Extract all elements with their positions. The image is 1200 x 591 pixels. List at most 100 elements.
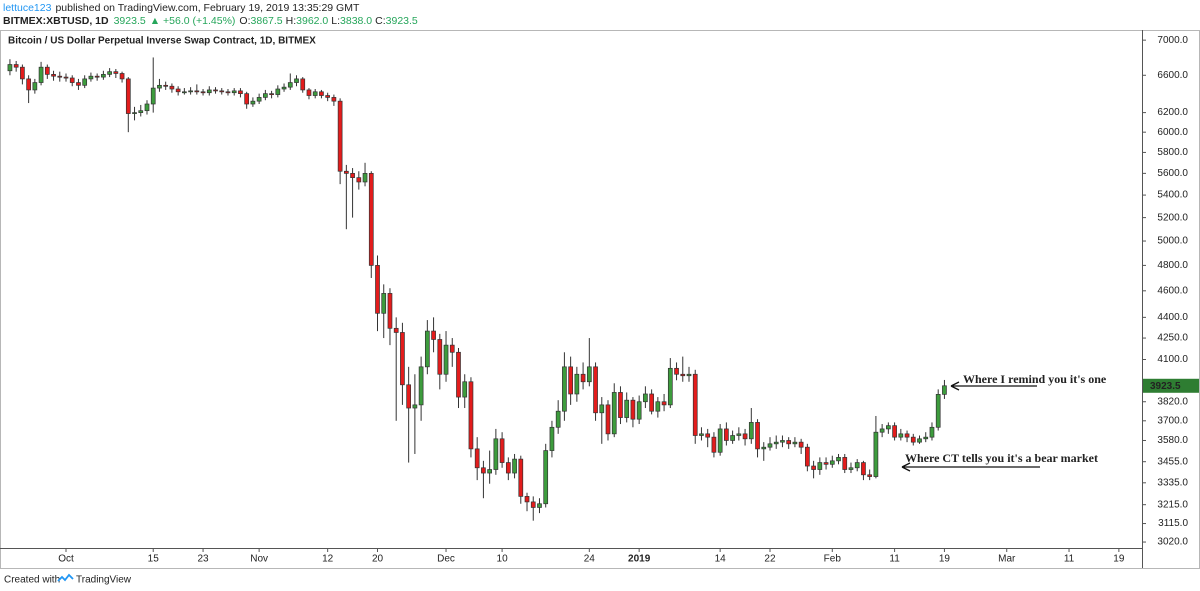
x-tick-label: 20	[372, 554, 384, 565]
ohlc-key: L:	[331, 15, 340, 27]
ohlc-value: 3923.5	[386, 15, 418, 27]
author[interactable]: lettuce123	[3, 2, 52, 14]
candle-body	[817, 462, 823, 470]
candle-body	[312, 91, 318, 96]
candle-body	[63, 76, 69, 79]
candle-body	[873, 431, 879, 477]
x-tick-label: Nov	[250, 554, 268, 565]
candle-body	[381, 293, 387, 314]
annotation: Where I remind you it's one	[963, 372, 1107, 386]
y-tick-label: 5400.0	[1157, 190, 1188, 201]
candle-body	[468, 381, 474, 450]
candle-body	[711, 436, 717, 453]
price: 3923.5	[114, 15, 146, 27]
candle-body	[555, 410, 561, 428]
candle-body	[811, 465, 816, 470]
candle-body	[724, 428, 729, 441]
candle-body	[275, 88, 281, 95]
candle-body	[717, 428, 723, 453]
candle-body	[325, 95, 331, 98]
candle-body	[643, 393, 648, 403]
candle-body	[412, 404, 418, 409]
candle-body	[761, 446, 767, 450]
candle-body	[26, 78, 31, 91]
x-tick-label: 11	[1064, 554, 1075, 565]
annotation-arrow	[901, 462, 1040, 472]
candle-body	[879, 428, 885, 433]
x-tick-label: 19	[1113, 554, 1125, 565]
candle-body	[175, 88, 181, 93]
last-price-box	[1143, 378, 1199, 393]
candle-body	[51, 74, 56, 77]
candle-body	[20, 66, 25, 80]
candle-body	[562, 366, 567, 412]
candle-body	[661, 401, 667, 406]
candle-body	[287, 82, 293, 88]
candle-body	[113, 71, 119, 74]
candle-body	[848, 467, 854, 470]
y-tick-label: 3580.0	[1157, 435, 1188, 446]
candle-body	[935, 394, 941, 428]
candle-body	[736, 433, 742, 436]
candle-body	[82, 78, 88, 86]
candle-body	[13, 64, 19, 68]
candle-body	[331, 97, 337, 102]
candle-body	[231, 90, 237, 94]
brand[interactable]: TradingView	[76, 575, 132, 586]
candle-body	[923, 436, 929, 440]
candle-body	[281, 86, 287, 90]
annotation-arrow	[950, 381, 1037, 391]
candle-body	[244, 93, 250, 105]
candle-body	[431, 330, 436, 340]
candle-body	[829, 460, 835, 465]
candle-body	[300, 78, 306, 91]
candle-body	[898, 433, 904, 438]
candle-body	[200, 91, 206, 94]
x-tick-label: 15	[148, 554, 160, 565]
x-tick-label: Oct	[58, 554, 74, 565]
ohlc-key: H:	[286, 15, 297, 27]
candle-body	[57, 75, 63, 78]
ohlc-value: 3838.0	[340, 15, 372, 27]
candle-body	[599, 404, 605, 414]
candle-body	[530, 501, 536, 508]
candle-body	[910, 436, 916, 443]
last-price-label: 3923.5	[1150, 381, 1181, 392]
candle-body	[238, 90, 243, 94]
candle-body	[798, 441, 804, 448]
y-tick-label: 5600.0	[1157, 168, 1188, 179]
candle-body	[362, 173, 368, 183]
candle-body	[387, 293, 393, 329]
candle-body	[487, 469, 492, 474]
ohlc-key: O:	[239, 15, 250, 27]
candle-body	[169, 85, 175, 90]
candle-body	[861, 462, 866, 476]
candle-body	[624, 399, 630, 418]
y-tick-label: 5000.0	[1157, 236, 1188, 247]
candle-body	[194, 90, 200, 93]
y-tick-label: 3335.0	[1157, 477, 1188, 488]
y-tick-label: 4400.0	[1157, 312, 1188, 323]
candle-body	[692, 373, 698, 436]
candle-body	[549, 426, 555, 451]
candle-body	[76, 82, 81, 86]
candle-body	[400, 332, 405, 386]
candle-body	[125, 78, 131, 114]
x-tick-label: 10	[497, 554, 509, 565]
candle-body	[107, 71, 112, 75]
y-tick-label: 4250.0	[1157, 333, 1188, 344]
candle-body	[499, 438, 505, 463]
candle-body	[792, 441, 798, 445]
candle-body	[449, 344, 455, 353]
x-tick-label: Mar	[998, 554, 1016, 565]
candle-body	[574, 373, 580, 395]
y-tick-label: 3215.0	[1157, 499, 1188, 510]
candle-body	[568, 366, 573, 395]
candle-body	[437, 339, 443, 375]
candle-body	[368, 173, 374, 266]
candle-body	[319, 91, 324, 96]
candle-body	[44, 66, 50, 75]
candle-body	[132, 112, 137, 114]
candle-body	[854, 462, 860, 469]
candle-body	[786, 440, 792, 445]
